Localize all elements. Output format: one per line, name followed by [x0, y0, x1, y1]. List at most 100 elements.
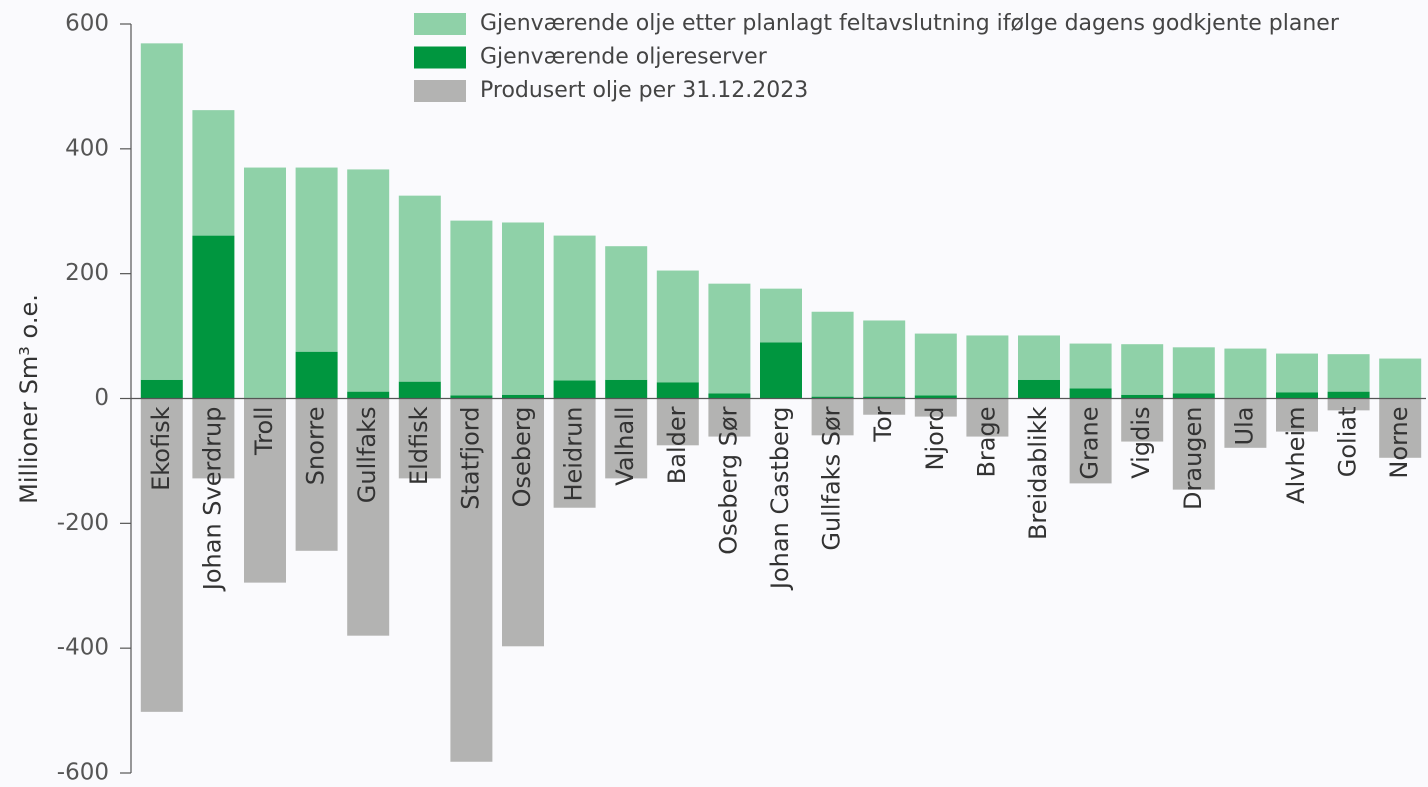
bar: [1121, 344, 1164, 395]
bar: [1172, 393, 1215, 399]
bar: [244, 167, 286, 398]
legend-label: Produsert olje per 31.12.2023: [480, 78, 808, 103]
bar: [1327, 354, 1370, 392]
bar: [811, 398, 854, 436]
bar: [1069, 343, 1112, 389]
x-tick-label: Grane: [1076, 407, 1104, 480]
bar: [966, 335, 1009, 399]
bar: [450, 398, 493, 762]
y-tick-label: 0: [94, 385, 109, 411]
y-tick-label: -600: [57, 760, 109, 786]
bar: [502, 394, 544, 399]
bar: [398, 381, 441, 399]
x-tick-label: Oseberg: [508, 407, 536, 508]
x-tick-label: Norne: [1385, 407, 1413, 479]
x-tick-label: Troll: [250, 407, 278, 457]
bar: [760, 342, 802, 399]
x-tick-label: Oseberg Sør: [714, 406, 742, 554]
bar: [914, 398, 957, 417]
bar: [347, 169, 390, 392]
bar: [502, 222, 544, 395]
bar: [295, 398, 338, 551]
bar: [1224, 348, 1267, 399]
y-tick-label: -400: [57, 635, 109, 661]
x-tick-label: Eldfisk: [405, 406, 433, 485]
bar: [1069, 398, 1112, 484]
x-tick-label: Draugen: [1179, 407, 1207, 510]
x-tick-label: Gullfaks: [353, 407, 381, 504]
x-tick-label: Vigdis: [1127, 407, 1155, 479]
bar: [450, 395, 493, 399]
bar: [863, 398, 906, 415]
bar: [1276, 353, 1318, 393]
bar: [811, 311, 854, 397]
bar: [553, 398, 596, 508]
bar: [398, 195, 441, 382]
x-tick-label: Njord: [921, 407, 949, 471]
x-tick-label: Balder: [663, 406, 691, 484]
bar: [708, 283, 751, 394]
x-tick-label: Alvheim: [1282, 407, 1310, 504]
bar: [656, 398, 699, 446]
bar: [914, 333, 957, 396]
bar: [295, 351, 338, 399]
bar: [1121, 394, 1164, 399]
bar: [450, 220, 493, 396]
bar: [295, 167, 338, 352]
bar: [1018, 335, 1060, 380]
bar: [398, 398, 441, 479]
x-tick-label: Ula: [1230, 407, 1258, 446]
x-tick-label: Brage: [972, 407, 1000, 478]
bar: [1276, 392, 1318, 399]
bar: [1379, 398, 1422, 458]
bar: [1327, 391, 1370, 399]
x-tick-label: Tor: [869, 406, 897, 442]
bar: [605, 379, 648, 399]
x-tick-label: Statfjord: [456, 407, 484, 510]
bar: [863, 396, 906, 399]
bar: [244, 398, 286, 583]
bar: [708, 393, 751, 399]
bar: [1172, 398, 1215, 490]
legend-swatch: [414, 13, 466, 35]
x-tick-label: Gullfaks Sør: [818, 406, 846, 550]
y-tick-label: 600: [65, 11, 109, 37]
bar: [553, 380, 596, 399]
bar: [760, 288, 802, 343]
bar: [192, 235, 235, 399]
x-tick-label: Valhall: [611, 407, 639, 486]
y-axis-label: Millioner Sm³ o.e.: [15, 294, 43, 504]
bar: [1018, 379, 1060, 399]
bar: [1224, 398, 1267, 448]
bar: [553, 235, 596, 381]
x-tick-label: Johan Castberg: [766, 407, 794, 592]
bar: [966, 398, 1009, 437]
y-tick-label: -200: [57, 510, 109, 536]
bar: [811, 396, 854, 399]
legend-label: Gjenværende oljereserver: [480, 45, 768, 70]
bar: [1121, 398, 1164, 442]
x-tick-label: Johan Sverdrup: [198, 407, 226, 593]
x-tick-label: Snorre: [302, 407, 330, 486]
y-tick-label: 400: [65, 135, 109, 161]
bar: [347, 391, 390, 399]
legend-swatch: [414, 80, 466, 102]
bar: [140, 379, 183, 399]
bar: [656, 270, 699, 383]
bar: [605, 398, 648, 479]
bar: [347, 398, 390, 636]
bar: [502, 398, 544, 647]
bar: [656, 382, 699, 399]
bar: [914, 395, 957, 399]
bar: [1276, 398, 1318, 432]
legend-label: Gjenværende olje etter planlagt feltavsl…: [480, 11, 1340, 36]
bar: [1379, 358, 1422, 399]
bar: [708, 398, 751, 437]
x-tick-label: Goliat: [1334, 407, 1362, 478]
bar: [863, 320, 906, 397]
bar: [1327, 398, 1370, 411]
bar: [605, 246, 648, 380]
bar: [192, 398, 235, 479]
y-tick-label: 200: [65, 260, 109, 286]
